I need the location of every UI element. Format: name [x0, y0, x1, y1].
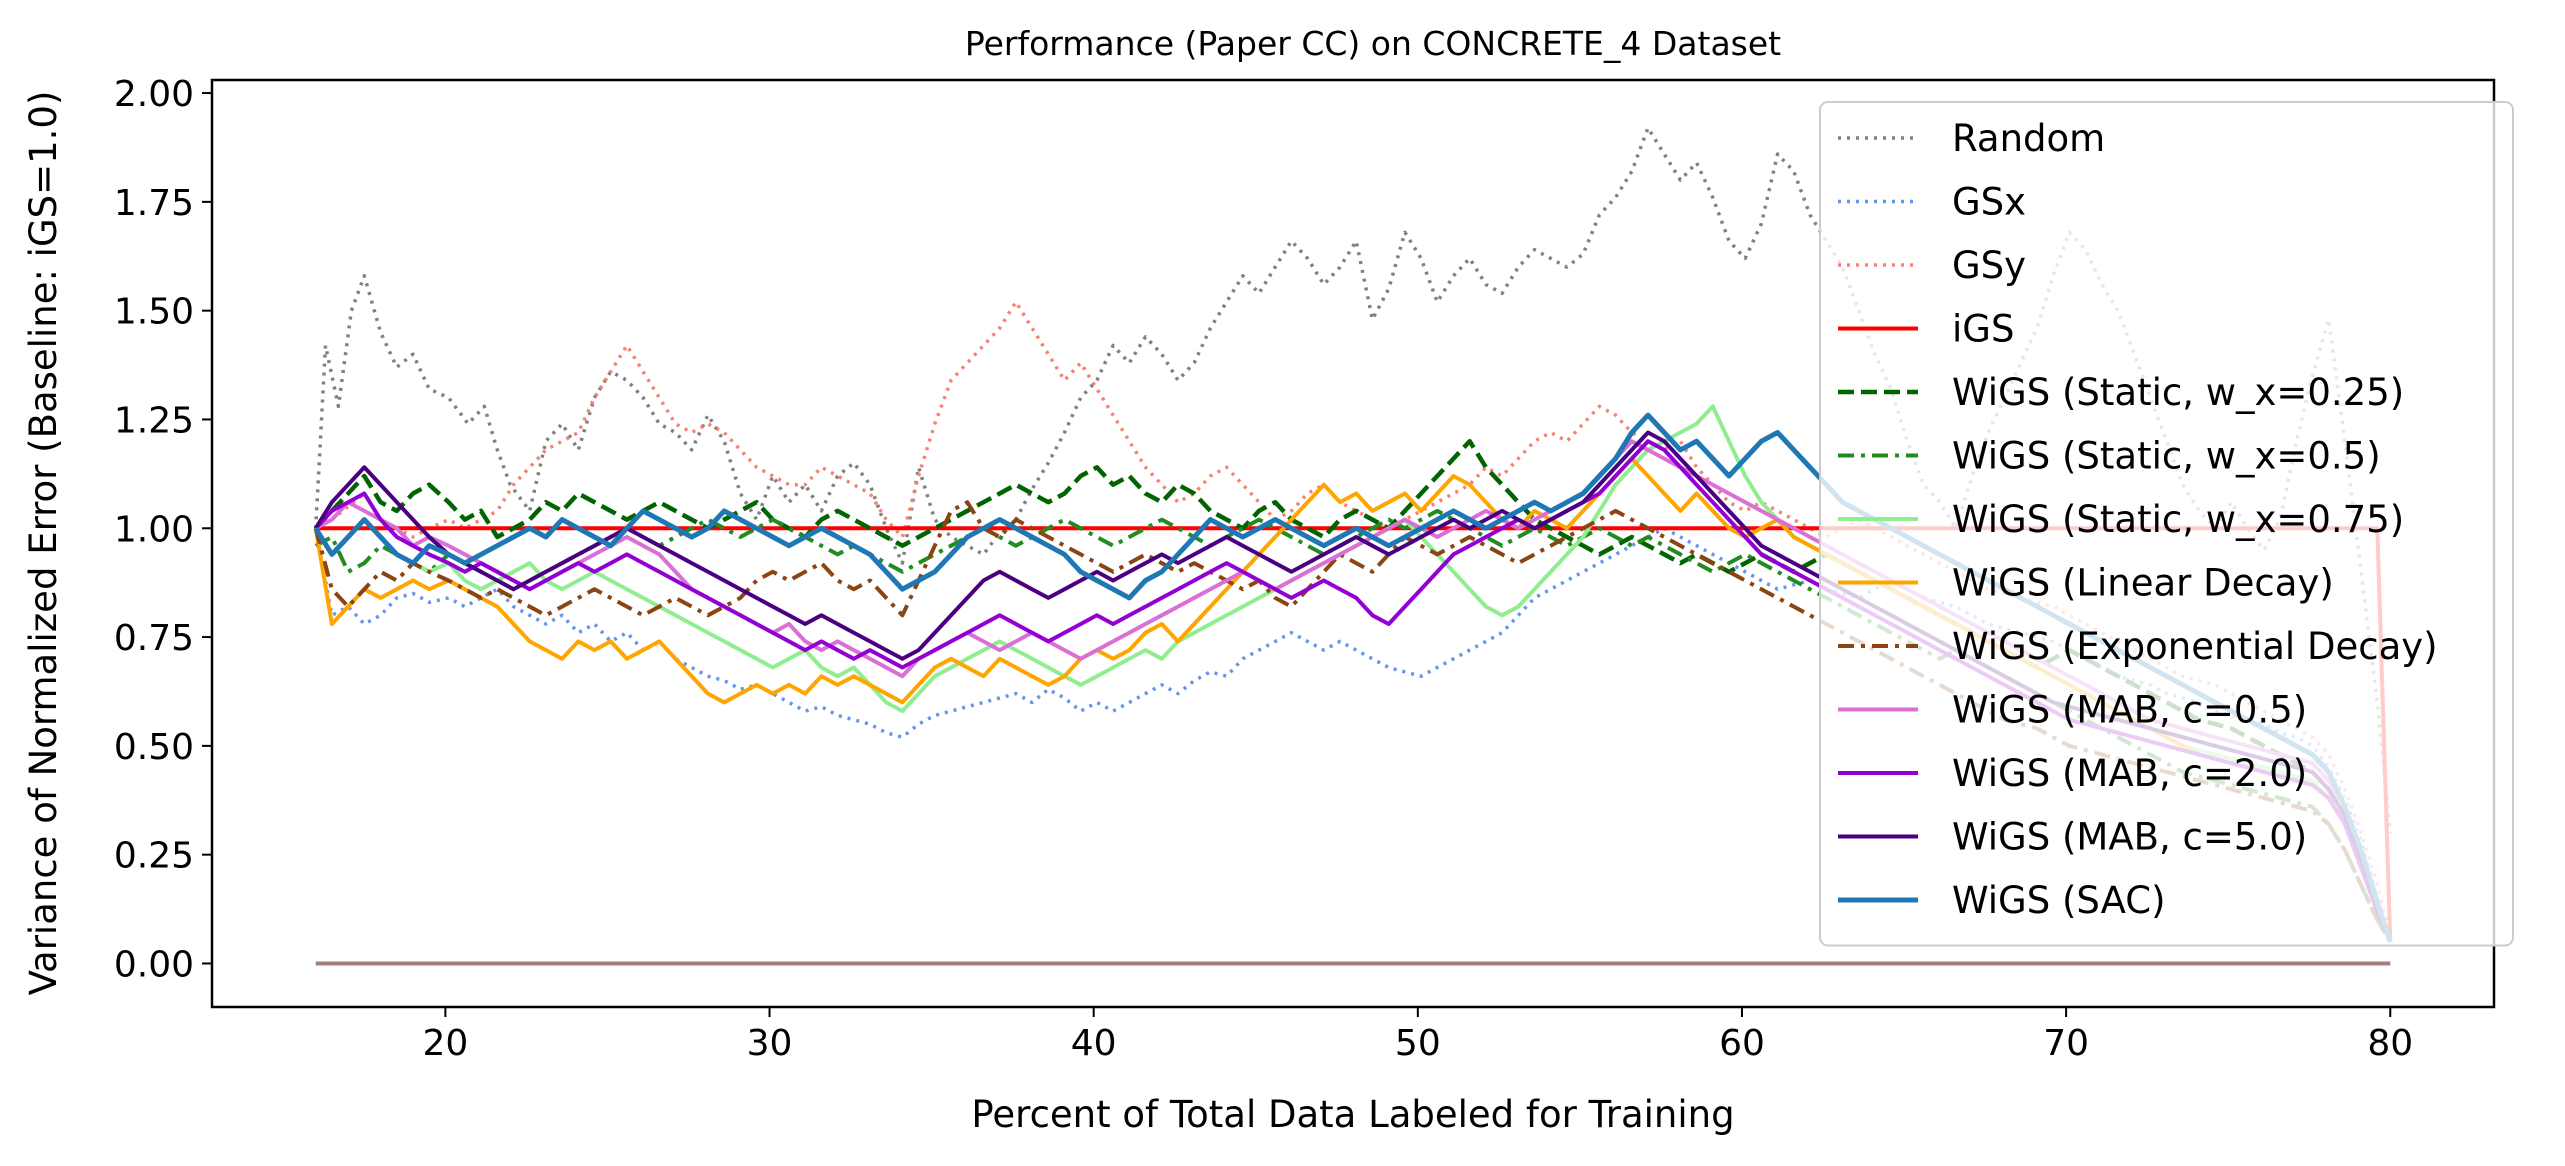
- x-tick-label: 80: [2367, 1023, 2413, 1064]
- x-axis-label: Percent of Total Data Labeled for Traini…: [971, 1093, 1734, 1136]
- y-tick-label: 1.75: [114, 183, 194, 224]
- x-axis: 20 30 40 50 60 70 80: [422, 1007, 2413, 1064]
- legend-box: [1819, 101, 2514, 947]
- legend-label-8: WiGS (Exponential Decay): [1952, 625, 2438, 668]
- y-tick-label: 2.00: [114, 74, 194, 115]
- y-tick-label: 0.75: [114, 618, 194, 659]
- y-tick-label: 0.25: [114, 836, 194, 877]
- x-tick-label: 40: [1071, 1023, 1117, 1064]
- legend-label-11: WiGS (MAB, c=5.0): [1952, 816, 2307, 859]
- series-line-0: [313, 126, 2393, 834]
- x-tick-label: 60: [1719, 1023, 1765, 1064]
- x-tick-label: 50: [1395, 1023, 1441, 1064]
- legend-label-2: GSy: [1952, 244, 2026, 287]
- y-tick-label: 1.50: [114, 292, 194, 333]
- legend-label-6: WiGS (Static, w_x=0.75): [1952, 498, 2404, 541]
- series-line-8: [313, 500, 2393, 943]
- legend-label-12: WiGS (SAC): [1952, 879, 2166, 922]
- y-tick-label: 1.25: [114, 400, 194, 441]
- legend-label-9: WiGS (MAB, c=0.5): [1952, 689, 2307, 732]
- legend-label-4: WiGS (Static, w_x=0.25): [1952, 371, 2404, 414]
- y-tick-label: 0.00: [114, 944, 194, 985]
- legend-label-10: WiGS (MAB, c=2.0): [1952, 752, 2307, 795]
- legend-label-7: WiGS (Linear Decay): [1952, 562, 2334, 605]
- legend-label-3: iGS: [1952, 308, 2014, 351]
- y-tick-label: 0.50: [114, 727, 194, 768]
- legend-label-1: GSx: [1952, 181, 2026, 224]
- y-tick-label: 1.00: [114, 509, 194, 550]
- legend-label-0: Random: [1952, 117, 2105, 160]
- y-axis-label: Variance of Normalized Error (Baseline: …: [22, 91, 65, 996]
- legend: Random GSx GSy iGS WiGS (Static, w_x=0.25) Wi…: [1819, 101, 2514, 947]
- x-tick-label: 30: [747, 1023, 793, 1064]
- x-tick-label: 70: [2043, 1023, 2089, 1064]
- x-tick-label: 20: [422, 1023, 468, 1064]
- legend-label-5: WiGS (Static, w_x=0.5): [1952, 435, 2381, 478]
- y-axis: 0.00 0.25 0.50 0.75 1.00 1.25 1.50 1.75 2.00: [114, 74, 212, 985]
- chart-title: Performance (Paper CC) on CONCRETE_4 Dat…: [965, 24, 1781, 63]
